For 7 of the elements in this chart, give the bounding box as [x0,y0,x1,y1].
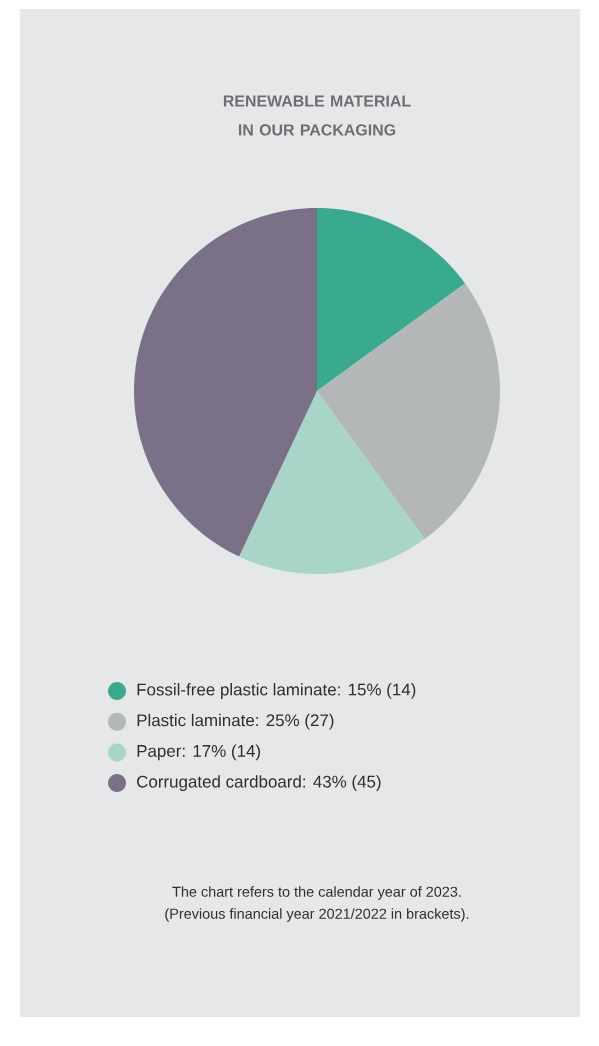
chart-title: RENEWABLE MATERIAL IN OUR PACKAGING [223,95,411,136]
text: (Previous financial year 2021/2022 in brackets). [165,908,469,922]
legend-label: Plastic laminate: 25% (27) [137,713,334,730]
legend-label: Paper: 17% (14) [137,744,261,761]
legend-label: Corrugated cardboard: 43% (45) [137,775,381,791]
text: The chart refers to the calendar year of 2023. [172,886,461,900]
legend-label: Fossil-free plastic laminate: 15% (14) [137,683,416,699]
